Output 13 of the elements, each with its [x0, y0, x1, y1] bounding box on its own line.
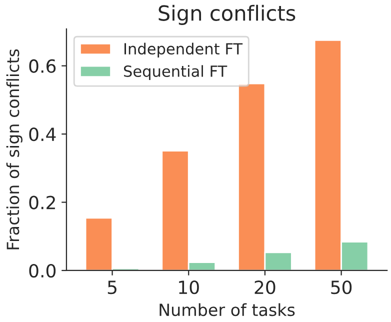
x-tick-label: 10 [179, 280, 199, 294]
chart-title: Sign conflicts [158, 4, 296, 25]
x-tick-label: 20 [254, 280, 276, 294]
x-tick-label: 50 [331, 280, 352, 294]
x-tick-label: 5 [108, 280, 116, 294]
y-tick-label: 0.2 [29, 196, 55, 210]
y-axis-title: Fraction of sign conflicts [6, 49, 22, 250]
y-tick-label: 0.0 [29, 264, 56, 278]
y-tick-label: 0.6 [29, 59, 56, 73]
y-tick-label: 0.4 [29, 128, 56, 142]
legend-label: Sequential FT [124, 65, 228, 80]
legend-label: Independent FT [124, 42, 243, 58]
x-axis-title: Number of tasks [160, 303, 295, 316]
